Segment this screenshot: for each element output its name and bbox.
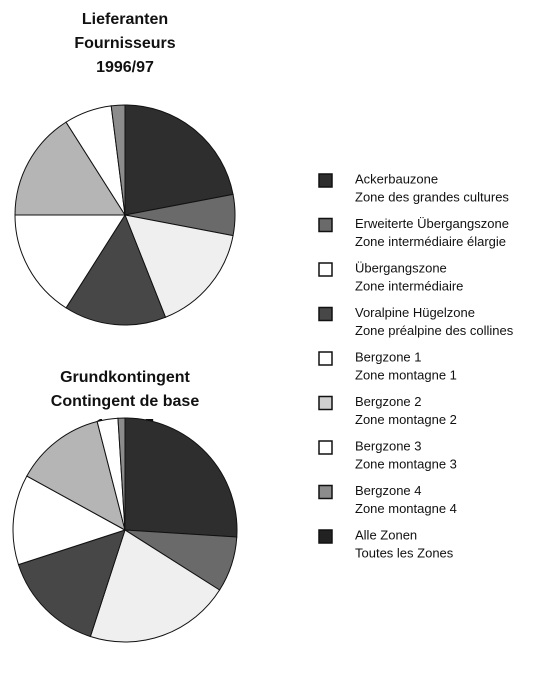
legend-swatch [318,440,333,455]
pie-slice [12,475,127,566]
legend-label: Bergzone 1 [355,349,422,364]
chart-title: Lieferanten [82,11,168,28]
pie-slice [117,417,126,531]
legend-label: Zone montagne 1 [355,367,457,382]
legend-label: Toutes les Zones [355,545,454,560]
pie-slice [17,529,126,638]
legend-label: Bergzone 4 [355,483,422,498]
legend-swatch [318,306,333,322]
legend-swatch [318,395,333,411]
pie-slice [65,213,167,326]
pie-slice [124,104,234,216]
legend-label: Erweiterte Übergangszone [355,216,509,231]
legend-label: Voralpine Hügelzone [355,305,475,320]
legend-label: Zone montagne 2 [355,412,457,427]
legend-label: Zone montagne 3 [355,456,457,471]
legend-label: Zone des grandes cultures [355,189,509,204]
legend-swatch [318,484,333,500]
pie-slice [14,121,126,216]
pie-slice [89,529,221,643]
pie-slice [14,214,126,309]
legend-label: Zone intermédiaire [355,278,463,293]
legend-swatch [318,351,333,366]
legend-label: Zone préalpine des collines [355,323,514,338]
legend-label: Alle Zonen [355,527,417,542]
chart-title: 1996/97 [96,59,154,76]
chart-title: Contingent de base [51,393,200,410]
chart-title: Grundkontingent [60,369,190,386]
legend-label: Ackerbauzone [355,171,438,186]
chart-title: Fournisseurs [74,35,175,52]
pie-slice [124,214,234,318]
pie-slice [110,104,126,216]
legend-swatch [318,217,333,233]
pie-slice [124,417,238,538]
legend-label: Zone intermédiaire élargie [355,234,506,249]
legend-swatch [318,173,333,188]
legend-swatch [318,262,333,277]
legend-swatch [318,529,333,544]
legend-label: Bergzone 2 [355,394,422,409]
legend-label: Übergangszone [355,260,447,275]
legend-label: Bergzone 3 [355,438,422,453]
pie-slice [26,420,126,531]
legend-label: Zone montagne 4 [355,501,457,516]
